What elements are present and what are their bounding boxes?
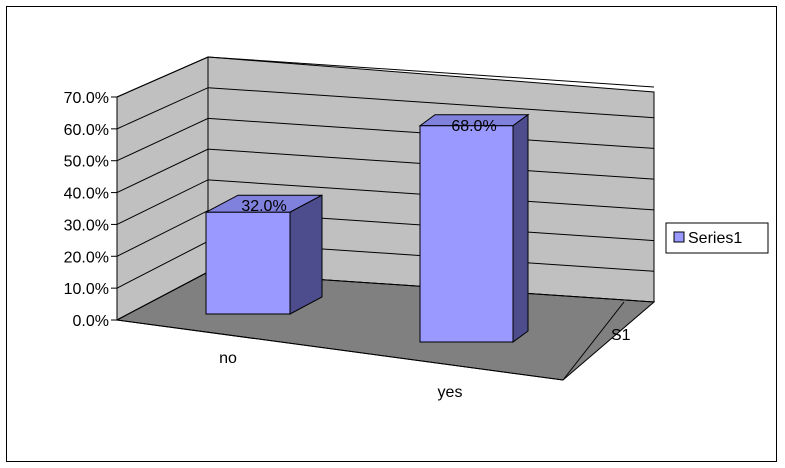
depth-axis-label: S1 — [611, 327, 631, 344]
bar-no — [205, 211, 291, 315]
legend-box — [665, 222, 769, 254]
y-tick-label: 10.0% — [64, 281, 109, 298]
y-axis-tick-labels: 0.0% 10.0% 20.0% 30.0% 40.0% 50.0% 60.0% 70.0% — [64, 90, 109, 330]
y-tick-label: 50.0% — [64, 154, 109, 171]
bar-chart: 0.0%10.0%20.0%30.0%40.0%50.0%60.0%70.0% … — [64, 56, 769, 401]
x-tick-label: yes — [438, 384, 463, 401]
x-axis-line — [116, 319, 564, 381]
data-labels: 32.0% 68.0% — [241, 118, 496, 215]
data-label-no: 32.0% — [241, 198, 286, 215]
y-tick-label: 70.0% — [64, 90, 109, 107]
y-tick-label: 20.0% — [64, 249, 109, 266]
legend-entry-series1: Series1 — [688, 230, 742, 247]
depth-axis-line — [562, 301, 625, 381]
chart-frame: 0.0% 10.0% 20.0% 30.0% 40.0% 50.0% 60.0% 70.0% … — [6, 6, 777, 462]
x-axis-tick-labels: no yes — [219, 350, 462, 401]
gridline — [116, 56, 655, 98]
bar-yes — [419, 125, 514, 343]
gridline — [116, 87, 655, 130]
y-tick-label: 40.0% — [64, 186, 109, 203]
legend: Series1 — [665, 222, 769, 254]
bars — [205, 113, 530, 343]
y-tick-label: 0.0% — [73, 313, 109, 330]
y-tick-label: 60.0% — [64, 122, 109, 139]
data-label-yes: 68.0% — [451, 118, 496, 135]
legend-swatch — [673, 231, 685, 243]
axes — [116, 301, 625, 381]
x-tick-label: no — [219, 350, 237, 367]
bar-side-yes — [512, 113, 529, 343]
bar-side-no — [289, 194, 323, 315]
y-tick-label: 30.0% — [64, 217, 109, 234]
